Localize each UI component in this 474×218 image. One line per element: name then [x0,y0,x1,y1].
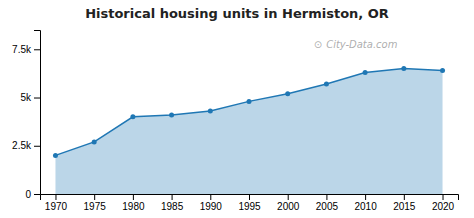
point [169,112,174,117]
tick: 1985 [161,194,184,212]
point [363,70,368,75]
tick-mark [404,194,405,200]
tick-label: 1970 [45,201,68,212]
tick: 1990 [200,194,223,212]
tick-mark [133,194,134,200]
tick-label: 1975 [84,201,107,212]
tick-label: 2005 [316,201,339,212]
tick-mark [288,194,289,200]
tick-label: 2020 [432,201,455,212]
chart: Historical housing units in Hermiston, O… [0,0,474,218]
tick-label: 1985 [161,201,184,212]
tick: 2015 [393,194,416,212]
annotation: ⊙ [314,39,322,50]
tick: 2.5k [12,140,40,151]
axis-line [41,195,459,201]
title: Historical housing units in Hermiston, O… [85,6,389,21]
point [130,114,135,119]
tick-label: 7.5k [12,44,32,55]
tick-mark [365,194,366,200]
axis-line [34,31,41,195]
point [247,99,252,104]
tick-label: 2000 [277,201,300,212]
tick-mark [34,49,40,50]
tick-label: 0 [25,189,31,200]
tick: 2005 [316,194,339,212]
annotation: City-Data.com [326,39,398,50]
tick: 1975 [84,194,107,212]
tick-label: 2015 [393,201,416,212]
tick-label: 2010 [354,201,377,212]
point [53,153,58,158]
tick-mark [210,194,211,200]
tick: 2010 [354,194,377,212]
plot: 1970 1975 1980 1985 1990 1995 2000 2005 2010 2015… [12,31,458,213]
point [208,109,213,114]
tick-mark [34,98,40,99]
tick-label: 1990 [200,201,223,212]
tick-label: 1995 [238,201,261,212]
point [285,91,290,96]
tick: 2000 [277,194,300,212]
marks [53,66,445,194]
tick-mark [172,194,173,200]
tick-mark [326,194,327,200]
tick: 1995 [238,194,261,212]
point [324,82,329,87]
tick-mark [443,194,444,200]
tick-label: 5k [20,92,32,103]
y-axis: 0 2.5k 5k 7.5k [12,31,40,200]
point [440,68,445,73]
tick-mark [249,194,250,200]
tick-mark [55,194,56,200]
tick-label: 1980 [122,201,145,212]
point [401,66,406,71]
area [55,69,442,194]
tick-mark [94,194,95,200]
tick: 1980 [122,194,145,212]
line [55,69,442,156]
tick-label: 2.5k [12,140,32,151]
tick: 7.5k [12,44,40,55]
tick: 5k [20,92,40,103]
tick: 1970 [45,194,68,212]
tick: 2020 [432,194,455,212]
tick-mark [34,194,40,195]
tick: 0 [25,189,40,200]
x-axis: 1970 1975 1980 1985 1990 1995 2000 2005 2010 2015… [41,194,459,212]
tick-mark [34,146,40,147]
point [92,139,97,144]
